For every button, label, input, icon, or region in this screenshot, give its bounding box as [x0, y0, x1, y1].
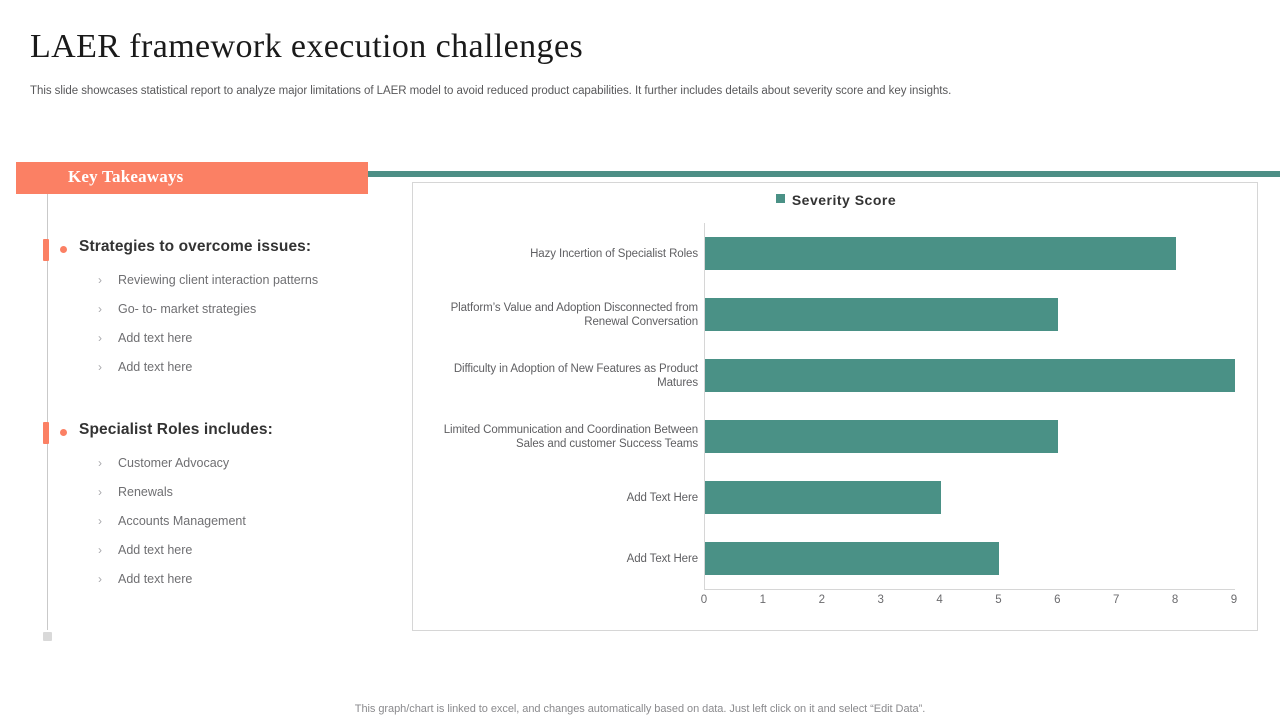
legend-label: Severity Score [791, 191, 897, 208]
list-item-label: Add text here [118, 360, 193, 374]
takeaways-group-heading: Specialist Roles includes: [79, 421, 273, 438]
chart-bar-row: Platform’s Value and Adoption Disconnect… [451, 284, 1234, 345]
chart-category-label: Limited Communication and Coordination B… [443, 423, 698, 450]
severity-score-chart[interactable]: Severity Score Hazy Incertion of Special… [412, 182, 1258, 631]
chart-source-note: This graph/chart is linked to excel, and… [354, 703, 926, 715]
list-item: › Accounts Management [98, 507, 398, 536]
list-item: › Reviewing client interaction patterns [98, 266, 398, 295]
chevron-right-icon: › [98, 485, 102, 499]
list-item: › Add text here [98, 536, 398, 565]
chevron-right-icon: › [98, 456, 102, 470]
chart-bar-row: Limited Communication and Coordination B… [444, 406, 1234, 467]
chart-bar-row: Hazy Incertion of Specialist Roles [530, 223, 1234, 284]
legend-swatch-icon [775, 194, 785, 204]
chart-bar-row: Difficulty in Adoption of New Features a… [454, 345, 1235, 406]
page-title: LAER framework execution challenges [30, 28, 584, 65]
list-item-label: Accounts Management [118, 514, 246, 528]
chart-x-tick-label: 8 [1171, 594, 1179, 606]
chart-x-tick-label: 1 [759, 594, 767, 606]
list-item: › Renewals [98, 478, 398, 507]
chart-bar[interactable] [705, 481, 941, 514]
chart-plot-area: Hazy Incertion of Specialist Roles Platfo… [444, 223, 1235, 589]
chevron-right-icon: › [98, 514, 102, 528]
chevron-right-icon: › [98, 331, 102, 345]
chart-bar-row: Add Text Here [627, 467, 1234, 528]
chart-bar[interactable] [705, 420, 1059, 453]
takeaways-group-heading: Strategies to overcome issues: [79, 238, 312, 255]
chart-x-tick-label: 6 [1054, 594, 1061, 606]
list-item-label: Add text here [118, 572, 193, 586]
chevron-right-icon: › [98, 543, 102, 557]
takeaways-spine-line [47, 194, 48, 630]
chart-bar[interactable] [705, 237, 1177, 270]
takeaways-group-sublist: › Reviewing client interaction patterns ›… [98, 266, 398, 382]
chart-bar[interactable] [705, 359, 1235, 392]
chart-x-tick-label: 0 [700, 594, 708, 606]
chart-category-label: Add Text Here [626, 552, 698, 565]
chart-bar-row: Add Text Here [627, 528, 1234, 589]
chart-category-label: Add Text Here [626, 491, 698, 504]
list-item: › Add text here [98, 324, 398, 353]
chart-x-tick-label: 4 [936, 594, 943, 606]
chevron-right-icon: › [98, 360, 102, 374]
list-item: › Customer Advocacy [98, 449, 398, 478]
takeaways-group-sublist: › Customer Advocacy › Renewals › Accounts M… [98, 449, 398, 594]
takeaways-group-bullet-icon [60, 246, 67, 253]
chart-y-axis-line [704, 223, 705, 589]
list-item: › Go- to- market strategies [98, 295, 398, 324]
chart-x-axis-ticks: 0 1 2 3 4 5 6 7 8 9 [700, 594, 1238, 610]
key-takeaways-banner: Key Takeaways [16, 162, 368, 194]
chart-category-label: Platform’s Value and Adoption Disconnect… [450, 301, 698, 328]
list-item-label: Renewals [118, 485, 173, 499]
chevron-right-icon: › [98, 273, 102, 287]
chart-bar[interactable] [705, 298, 1059, 331]
chevron-right-icon: › [98, 572, 102, 586]
chart-x-tick-label: 7 [1113, 594, 1120, 606]
chart-x-tick-label: 9 [1230, 594, 1238, 606]
chevron-right-icon: › [98, 302, 102, 316]
chart-x-axis-line [704, 589, 1235, 590]
list-item: › Add text here [98, 353, 398, 382]
list-item-label: Customer Advocacy [118, 456, 230, 470]
chart-bar[interactable] [705, 542, 1000, 575]
key-takeaways-banner-label: Key Takeaways [68, 167, 184, 186]
teal-divider-rule [368, 171, 1280, 177]
chart-legend: Severity Score [413, 191, 1259, 209]
list-item: › Add text here [98, 565, 398, 594]
takeaways-group-bullet-icon [60, 429, 67, 436]
takeaways-group-marker-icon [43, 239, 49, 261]
chart-x-tick-label: 5 [995, 594, 1002, 606]
list-item-label: Add text here [118, 543, 193, 557]
chart-category-label: Difficulty in Adoption of New Features a… [453, 362, 698, 389]
takeaways-spine-end-marker [43, 632, 52, 641]
takeaways-group-marker-icon [43, 422, 49, 444]
chart-x-tick-label: 3 [877, 594, 884, 606]
page-subtitle: This slide showcases statistical report … [30, 85, 952, 97]
key-takeaways-panel: Strategies to overcome issues: › Reviewin… [0, 194, 400, 644]
list-item-label: Go- to- market strategies [118, 302, 257, 316]
list-item-label: Reviewing client interaction patterns [118, 273, 319, 287]
chart-category-label: Hazy Incertion of Specialist Roles [530, 247, 698, 260]
list-item-label: Add text here [118, 331, 193, 345]
chart-x-tick-label: 2 [818, 594, 825, 606]
